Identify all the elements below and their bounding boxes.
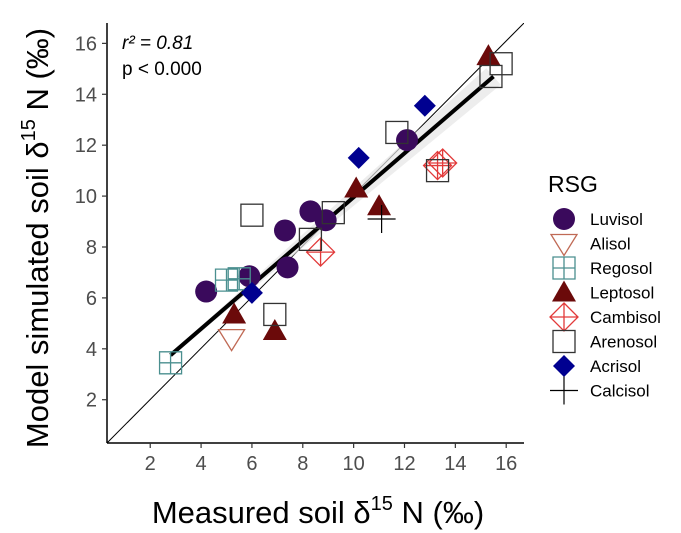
p-annotation: p < 0.000 <box>122 59 202 80</box>
legend-key-luvisol <box>553 208 575 230</box>
arenosol-point <box>240 203 264 227</box>
legend-label-calcisol: Calcisol <box>590 382 650 401</box>
series-acrisol <box>240 94 436 304</box>
legend-label-arenosol: Arenosol <box>590 333 657 352</box>
y-tick-label: 10 <box>75 186 97 208</box>
legend-key-regosol <box>552 256 576 280</box>
y-axis-label: Model simulated soil δ15 N (‰) <box>18 28 55 448</box>
y-tick-label: 8 <box>86 237 97 259</box>
y-tick-label: 12 <box>75 135 97 157</box>
leptosol-point <box>262 319 287 340</box>
series-arenosol <box>240 52 513 327</box>
luvisol-point <box>396 129 419 152</box>
axis-labels: Measured soil δ15 N (‰) Model simulated … <box>18 28 484 530</box>
leptosol-point <box>476 44 501 66</box>
legend-item-regosol: Regosol <box>552 256 652 280</box>
legend-label-luvisol: Luvisol <box>590 210 643 229</box>
y-tick-label: 14 <box>75 84 97 106</box>
leptosol-point <box>367 194 392 216</box>
legend-label-regosol: Regosol <box>590 259 652 278</box>
alisol-point <box>217 328 246 352</box>
arenosol-point <box>263 302 287 327</box>
x-tick-label: 4 <box>196 453 207 475</box>
x-tick-label: 12 <box>393 453 415 475</box>
legend-key-calcisol <box>550 376 578 405</box>
legend-label-cambisol: Cambisol <box>590 308 661 327</box>
series-leptosol <box>222 44 501 340</box>
acrisol-point <box>347 146 370 169</box>
cambisol-point <box>422 150 453 181</box>
arenosol-point <box>385 120 409 145</box>
legend-item-luvisol: Luvisol <box>553 208 643 230</box>
x-tick-label: 6 <box>246 453 257 475</box>
legend-key-arenosol <box>552 329 576 354</box>
series-calcisol <box>367 205 396 233</box>
legend-item-alisol: Alisol <box>549 233 631 257</box>
legend-item-acrisol: Acrisol <box>553 355 641 377</box>
legend-item-arenosol: Arenosol <box>552 329 657 354</box>
x-tick-label: 16 <box>495 453 517 475</box>
legend-item-leptosol: Leptosol <box>552 280 654 303</box>
calcisol-point <box>367 205 396 233</box>
cambisol-point <box>305 237 336 268</box>
arenosol-point <box>479 64 503 89</box>
legend-title: RSG <box>548 171 598 197</box>
axes: 2 4 6 8 10 12 14 16 2 4 6 8 10 12 14 16 <box>75 23 524 475</box>
legend-key-cambisol <box>549 302 579 332</box>
plot-area <box>107 23 524 443</box>
arenosol-point <box>489 52 513 76</box>
line-group <box>107 23 524 443</box>
y-tick-label: 16 <box>75 33 97 55</box>
x-axis-label: Measured soil δ15 N (‰) <box>152 493 484 530</box>
legend-key-acrisol <box>553 355 575 377</box>
luvisol-point <box>276 256 299 279</box>
acrisol-point <box>240 281 263 304</box>
annotation: r² = 0.81 p < 0.000 <box>122 33 202 80</box>
x-tick-label: 14 <box>444 453 466 475</box>
acrisol-point <box>413 94 436 117</box>
regosol-point <box>214 268 239 292</box>
leptosol-point <box>344 176 369 198</box>
regosol-point <box>158 351 183 375</box>
y-tick-label: 4 <box>86 339 97 361</box>
legend: RSG Luvisol Alisol Regosol Leptosol Cambisol… <box>548 171 661 405</box>
x-tick-label: 8 <box>297 453 308 475</box>
luvisol-point <box>273 219 296 242</box>
y-tick-label: 2 <box>86 390 97 412</box>
luvisol-point <box>314 209 337 232</box>
series-cambisol <box>305 148 458 268</box>
x-tick-label: 10 <box>343 453 365 475</box>
cambisol-point <box>427 148 458 178</box>
arenosol-point <box>321 200 345 225</box>
series-alisol <box>217 328 246 352</box>
legend-label-acrisol: Acrisol <box>590 357 641 376</box>
luvisol-point <box>195 280 218 303</box>
y-tick-label: 6 <box>86 288 97 310</box>
legend-item-calcisol: Calcisol <box>550 376 650 405</box>
arenosol-point <box>425 158 450 183</box>
legend-key-leptosol <box>552 280 576 302</box>
arenosol-point <box>298 227 323 252</box>
series-luvisol <box>195 129 419 303</box>
series-regosol <box>158 267 251 375</box>
legend-item-cambisol: Cambisol <box>549 302 661 332</box>
x-tick-label: 2 <box>145 453 156 475</box>
luvisol-point <box>238 265 261 288</box>
legend-label-leptosol: Leptosol <box>590 284 654 303</box>
legend-label-alisol: Alisol <box>590 235 631 254</box>
r2-annotation: r² = 0.81 <box>122 33 193 54</box>
leptosol-point <box>222 302 247 324</box>
data-points <box>158 44 513 375</box>
legend-key-alisol <box>549 233 579 257</box>
